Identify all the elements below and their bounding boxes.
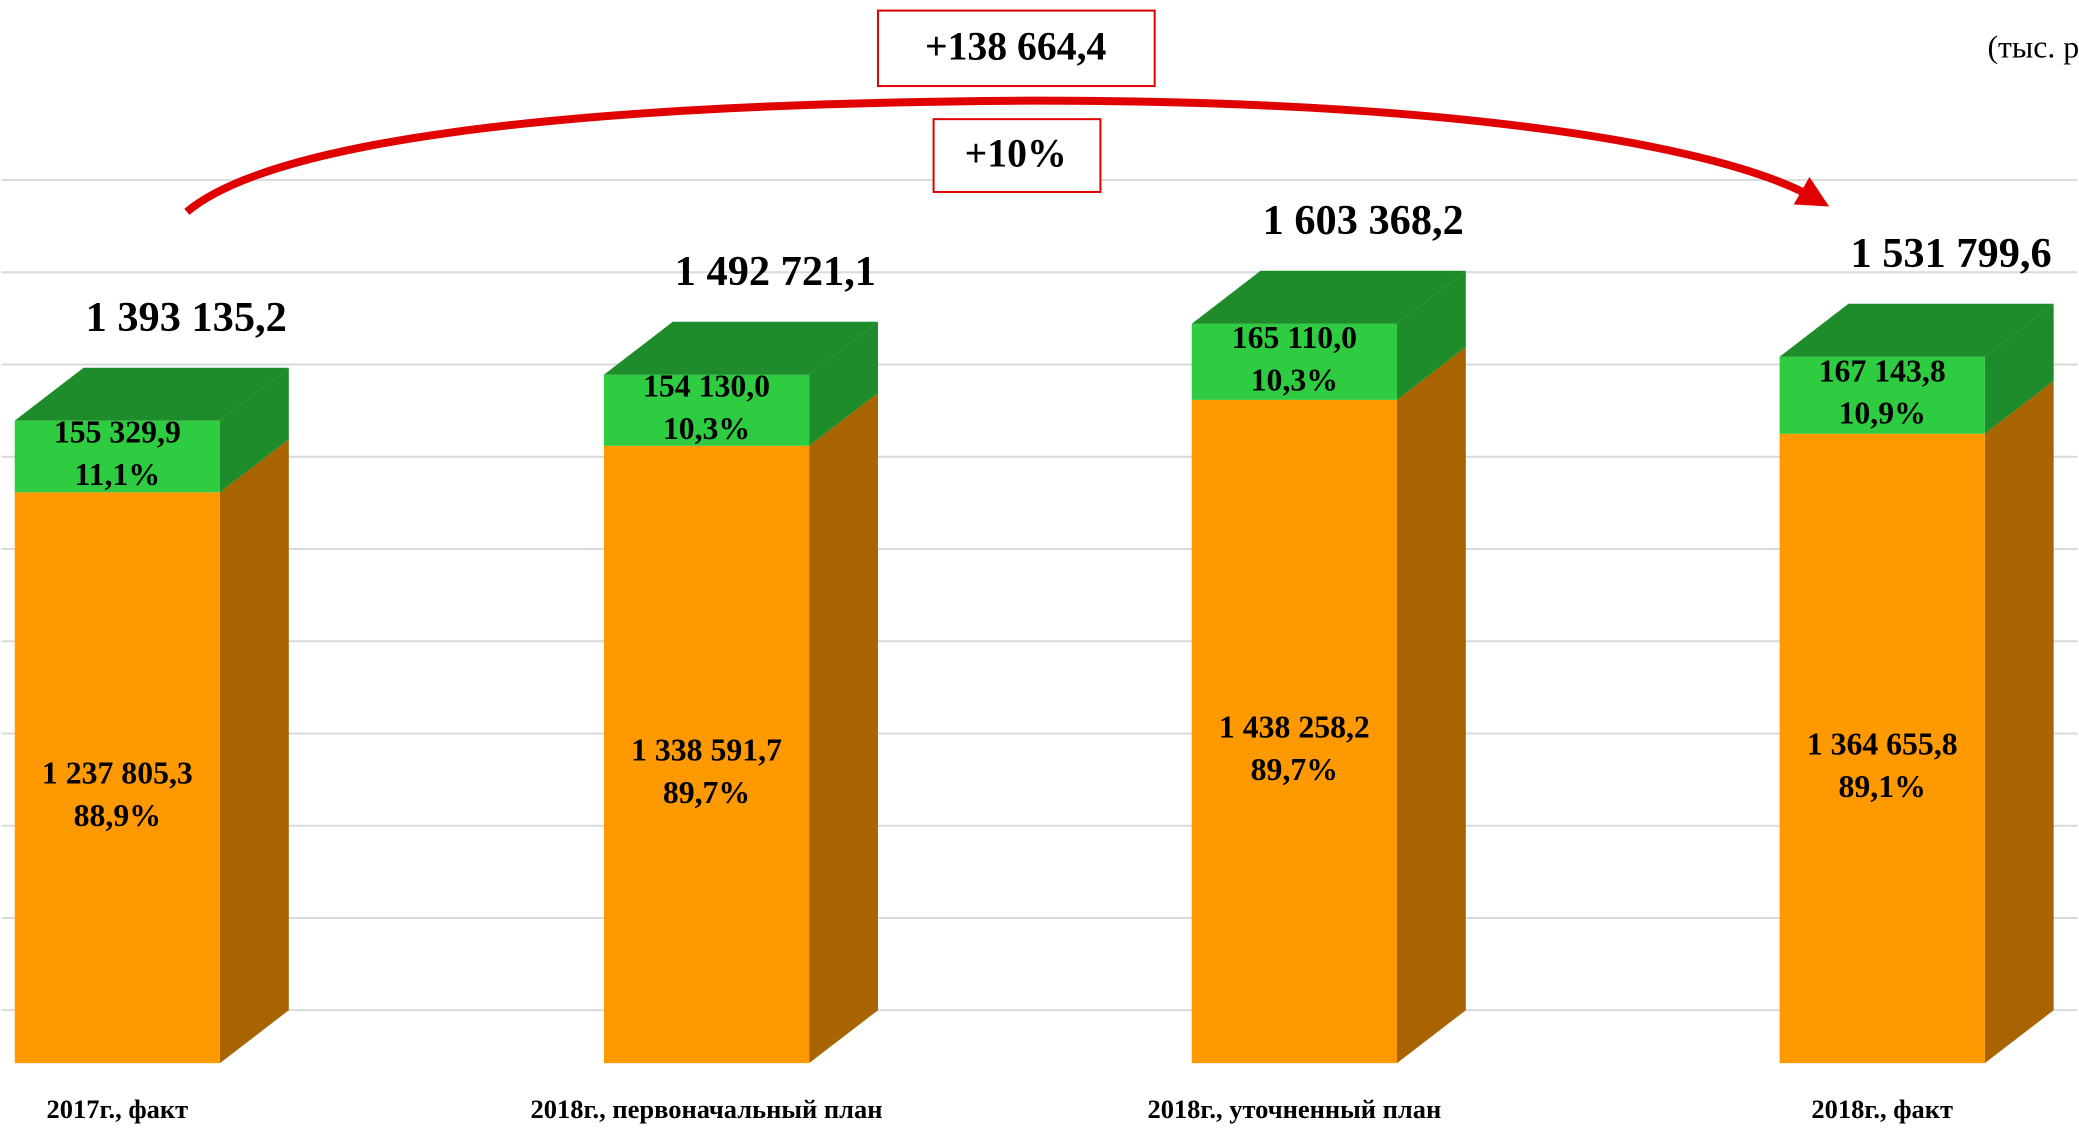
bar-top bbox=[603, 321, 878, 375]
x-tick-label: 2017г., факт bbox=[47, 1094, 189, 1124]
unit-note: (тыс. рублей) bbox=[1987, 30, 2079, 65]
bar-segment bbox=[14, 439, 289, 1064]
bar-front bbox=[603, 374, 810, 446]
bar-side bbox=[1396, 346, 1466, 1064]
bar-top bbox=[1191, 270, 1466, 324]
annotation: +10% bbox=[965, 132, 1067, 176]
bar-side bbox=[219, 439, 289, 1064]
percent-label: 10,3% bbox=[663, 411, 750, 446]
bar-top bbox=[1779, 303, 2054, 357]
annotation-box bbox=[876, 9, 1156, 88]
x-tick-label: 2018г., факт bbox=[1811, 1094, 1953, 1124]
value-label: 167 143,8 bbox=[1819, 353, 1946, 388]
bar-segment bbox=[603, 392, 878, 1064]
bar-side bbox=[809, 392, 878, 1064]
percent-label: 89,7% bbox=[1251, 752, 1338, 787]
bar-front bbox=[1779, 356, 1985, 434]
percent-label: 10,3% bbox=[1251, 362, 1338, 397]
bar-side bbox=[1396, 270, 1466, 400]
percent-label: 88,9% bbox=[74, 798, 161, 833]
percent-label: 89,1% bbox=[1839, 769, 1926, 804]
bar-segment bbox=[14, 367, 289, 493]
bar-segment bbox=[603, 321, 878, 446]
bar-front bbox=[1191, 323, 1397, 400]
value-label: 1 438 258,2 bbox=[1219, 709, 1370, 744]
bar-front bbox=[1779, 433, 1985, 1064]
bar-side bbox=[1984, 303, 2054, 434]
bar-front bbox=[14, 420, 220, 493]
total-label: 1 393 135,2 bbox=[86, 294, 287, 341]
x-tick-label: 2018г., уточненный план bbox=[1147, 1094, 1441, 1124]
change-arrow bbox=[184, 96, 1830, 215]
x-tick-label: 2018г., первоначальный план bbox=[531, 1094, 883, 1124]
bar-side bbox=[809, 321, 878, 446]
value-label: 1 338 591,7 bbox=[631, 732, 782, 767]
value-label: 154 130,0 bbox=[643, 368, 770, 403]
bar-segment bbox=[1779, 303, 2054, 434]
total-label: 1 603 368,2 bbox=[1263, 197, 1464, 244]
annotation: +138 664,4 bbox=[925, 24, 1107, 68]
value-label: 1 237 805,3 bbox=[42, 756, 193, 791]
annotation-box bbox=[932, 118, 1102, 193]
value-label: 155 329,9 bbox=[54, 415, 181, 450]
value-label: 165 110,0 bbox=[1232, 320, 1357, 355]
bar-front bbox=[1191, 399, 1397, 1064]
total-label: 1 531 799,6 bbox=[1850, 230, 2051, 277]
bar-front bbox=[14, 492, 220, 1064]
total-label: 1 492 721,1 bbox=[675, 248, 876, 295]
bar-top bbox=[14, 367, 289, 421]
percent-label: 11,1% bbox=[75, 457, 161, 492]
value-label: 1 364 655,8 bbox=[1807, 726, 1958, 761]
bar-segment bbox=[1779, 380, 2054, 1064]
bar-side bbox=[1984, 380, 2054, 1064]
bar-side bbox=[219, 367, 289, 493]
bar-front bbox=[603, 445, 810, 1064]
bar-segment bbox=[1191, 270, 1466, 400]
percent-label: 10,9% bbox=[1839, 396, 1926, 431]
percent-label: 89,7% bbox=[663, 775, 750, 810]
bar-segment bbox=[1191, 346, 1466, 1064]
